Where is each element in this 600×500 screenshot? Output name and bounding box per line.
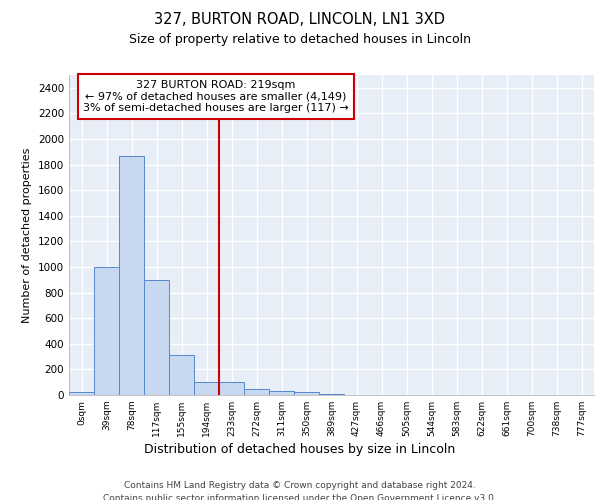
Bar xyxy=(319,394,344,395)
Text: 327, BURTON ROAD, LINCOLN, LN1 3XD: 327, BURTON ROAD, LINCOLN, LN1 3XD xyxy=(155,12,445,28)
Y-axis label: Number of detached properties: Number of detached properties xyxy=(22,148,32,322)
Bar xyxy=(194,382,219,395)
Bar xyxy=(94,267,119,395)
Bar xyxy=(269,391,294,395)
Bar xyxy=(294,392,319,395)
Bar xyxy=(119,156,144,395)
Bar xyxy=(69,392,94,395)
Bar xyxy=(219,382,244,395)
Text: Contains public sector information licensed under the Open Government Licence v3: Contains public sector information licen… xyxy=(103,494,497,500)
Text: Size of property relative to detached houses in Lincoln: Size of property relative to detached ho… xyxy=(129,32,471,46)
Bar xyxy=(244,389,269,395)
Bar xyxy=(144,280,169,395)
Bar xyxy=(169,356,194,395)
Text: 327 BURTON ROAD: 219sqm
← 97% of detached houses are smaller (4,149)
3% of semi-: 327 BURTON ROAD: 219sqm ← 97% of detache… xyxy=(83,80,349,113)
Text: Distribution of detached houses by size in Lincoln: Distribution of detached houses by size … xyxy=(145,442,455,456)
Text: Contains HM Land Registry data © Crown copyright and database right 2024.: Contains HM Land Registry data © Crown c… xyxy=(124,481,476,490)
